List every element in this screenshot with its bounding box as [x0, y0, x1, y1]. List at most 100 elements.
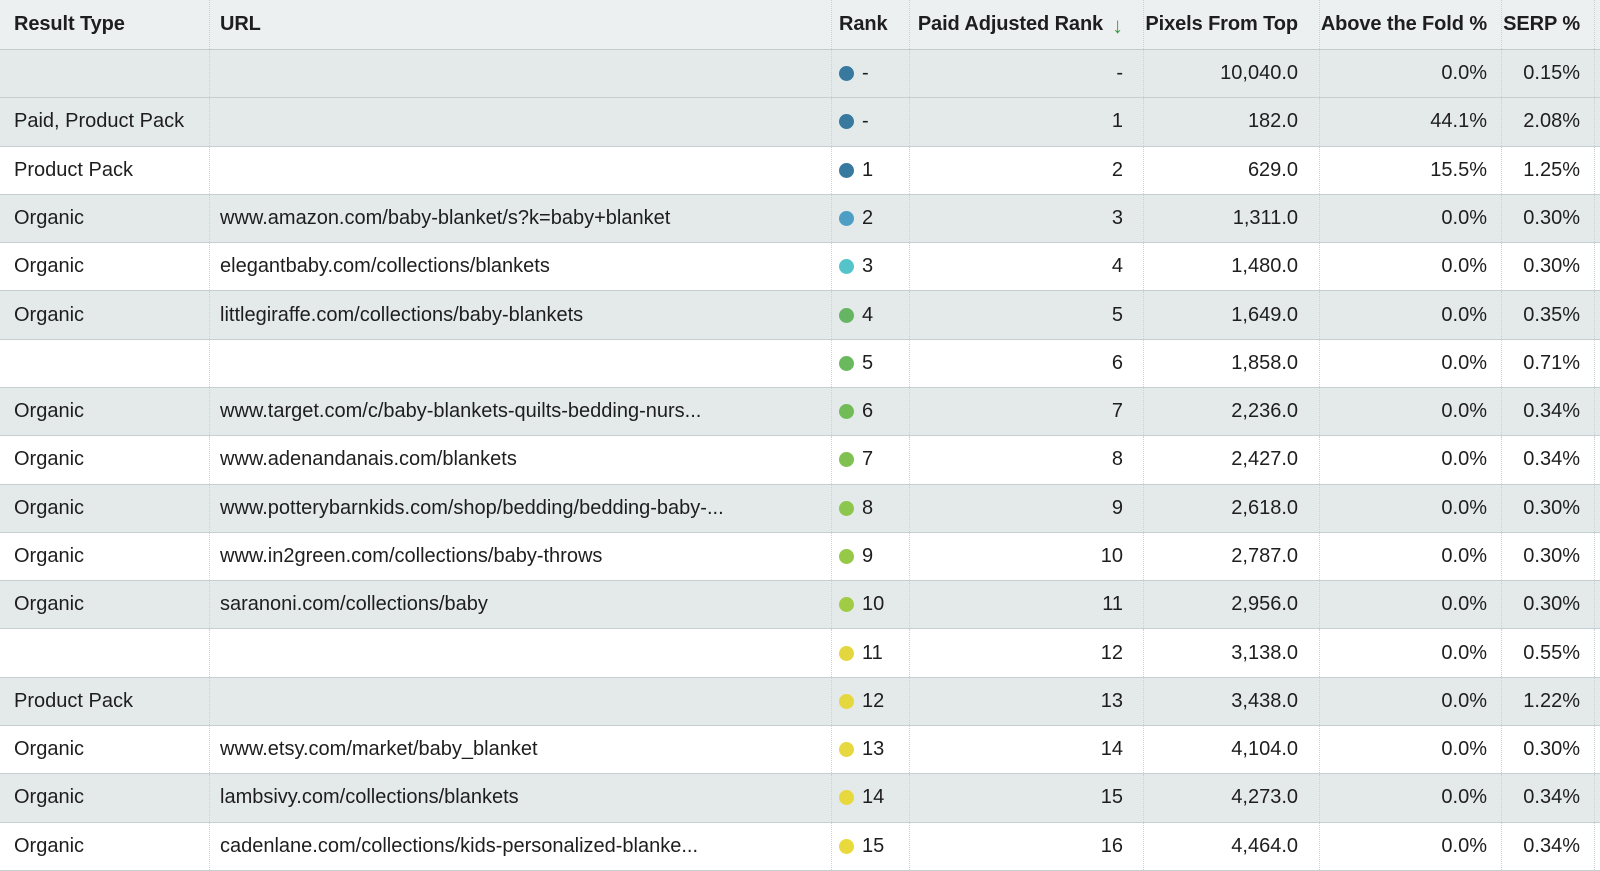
rank-color-dot-icon — [839, 452, 854, 468]
rank-color-dot-icon — [839, 742, 854, 758]
rank-cell: 7 — [831, 436, 909, 484]
url-cell: www.etsy.com/market/baby_blanket — [209, 725, 831, 774]
paid-adjusted-rank-cell: 1 — [909, 98, 1143, 146]
result-type-cell — [0, 340, 209, 387]
paid-adjusted-rank-cell: 16 — [909, 822, 1143, 870]
paid-adjusted-rank-cell: - — [909, 50, 1143, 98]
col-header-serp-percent[interactable]: SERP % — [1501, 0, 1600, 49]
paid-adjusted-rank-cell: 14 — [909, 725, 1143, 774]
serp-percent-cell: 0.34% — [1501, 436, 1600, 484]
col-header-paid-adjusted-rank[interactable]: Paid Adjusted Rank ↓ — [909, 0, 1143, 49]
table-row[interactable]: Organic www.potterybarnkids.com/shop/bed… — [0, 484, 1600, 533]
above-the-fold-cell: 0.0% — [1319, 774, 1501, 822]
paid-adjusted-rank-cell: 2 — [909, 146, 1143, 194]
url-cell: www.in2green.com/collections/baby-throws — [209, 532, 831, 581]
serp-percent-cell: 0.30% — [1501, 194, 1600, 243]
sort-descending-arrow-icon[interactable]: ↓ — [1112, 12, 1123, 38]
rank-value: - — [862, 62, 869, 85]
table-row[interactable]: Paid, Product Pack - 1 182.0 44.1% 2.08% — [0, 98, 1600, 147]
paid-adjusted-rank-cell: 12 — [909, 629, 1143, 677]
url-cell: elegantbaby.com/collections/blankets — [209, 243, 831, 291]
rank-color-dot-icon — [839, 500, 854, 516]
rank-value: 15 — [862, 834, 885, 857]
result-type-cell: Product Pack — [14, 689, 133, 712]
table-row[interactable]: Organic saranoni.com/collections/baby 10… — [0, 581, 1600, 630]
serp-percent-cell: 0.30% — [1501, 581, 1600, 629]
rank-value: 13 — [862, 738, 885, 761]
rank-cell: 12 — [831, 677, 909, 725]
table-row[interactable]: Organic www.target.com/c/baby-blankets-q… — [0, 387, 1600, 437]
rank-cell: 14 — [831, 774, 909, 822]
serp-percent-cell: 0.30% — [1501, 484, 1600, 532]
above-the-fold-cell: 0.0% — [1319, 629, 1501, 677]
rank-value: 11 — [862, 641, 883, 664]
result-type-cell: Product Pack — [14, 158, 133, 181]
paid-adjusted-rank-cell: 13 — [909, 677, 1143, 725]
table-row[interactable]: Organic www.amazon.com/baby-blanket/s?k=… — [0, 194, 1600, 244]
table-row[interactable]: Product Pack 12 13 3,438.0 0.0% 1.22% — [0, 677, 1600, 726]
result-type-cell: Organic — [14, 206, 85, 229]
paid-adjusted-rank-cell: 6 — [909, 339, 1143, 387]
url-cell — [209, 677, 831, 725]
url-cell: littlegiraffe.com/collections/baby-blank… — [209, 291, 831, 339]
rank-cell: 8 — [831, 484, 909, 532]
pixels-from-top-cell: 3,138.0 — [1143, 629, 1319, 677]
table-row[interactable]: Organic lambsivy.com/collections/blanket… — [0, 774, 1600, 823]
pixels-from-top-cell: 1,311.0 — [1143, 194, 1319, 243]
table-row[interactable]: 11 12 3,138.0 0.0% 0.55% — [0, 629, 1600, 678]
serp-percent-cell: 0.71% — [1501, 339, 1600, 387]
table-row[interactable]: Organic www.in2green.com/collections/bab… — [0, 532, 1600, 582]
col-header-pixels-from-top[interactable]: Pixels From Top — [1143, 0, 1319, 49]
table-row[interactable]: Organic cadenlane.com/collections/kids-p… — [0, 822, 1600, 871]
table-row[interactable]: - - 10,040.0 0.0% 0.15% — [0, 50, 1600, 99]
url-cell — [209, 339, 831, 387]
rank-value: 10 — [862, 593, 885, 616]
col-header-above-the-fold[interactable]: Above the Fold % — [1319, 0, 1501, 49]
serp-percent-cell: 0.30% — [1501, 532, 1600, 581]
result-type-cell: Organic — [14, 303, 85, 326]
serp-percent-cell: 0.15% — [1501, 50, 1600, 98]
result-type-cell: Organic — [14, 496, 85, 519]
url-cell: www.amazon.com/baby-blanket/s?k=baby+bla… — [209, 194, 831, 243]
rank-cell: 13 — [831, 725, 909, 774]
rank-color-dot-icon — [839, 259, 854, 275]
result-type-cell — [0, 629, 209, 676]
table-row[interactable]: Product Pack 1 2 629.0 15.5% 1.25% — [0, 146, 1600, 195]
pixels-from-top-cell: 3,438.0 — [1143, 677, 1319, 725]
table-row[interactable]: Organic elegantbaby.com/collections/blan… — [0, 243, 1600, 292]
rank-value: 4 — [862, 303, 874, 326]
table-row[interactable]: Organic littlegiraffe.com/collections/ba… — [0, 291, 1600, 340]
paid-adjusted-rank-cell: 10 — [909, 532, 1143, 581]
table-row[interactable]: Organic www.etsy.com/market/baby_blanket… — [0, 725, 1600, 775]
above-the-fold-cell: 0.0% — [1319, 677, 1501, 725]
result-type-cell: Organic — [14, 738, 85, 761]
paid-adjusted-rank-cell: 8 — [909, 436, 1143, 484]
result-type-cell: Paid, Product Pack — [14, 110, 185, 133]
rank-color-dot-icon — [839, 790, 854, 806]
pixels-from-top-cell: 182.0 — [1143, 98, 1319, 146]
pixels-from-top-cell: 2,236.0 — [1143, 387, 1319, 436]
above-the-fold-cell: 0.0% — [1319, 532, 1501, 581]
url-cell: www.adenandanais.com/blankets — [209, 436, 831, 484]
table-row[interactable]: Organic www.adenandanais.com/blankets 7 … — [0, 436, 1600, 485]
pixels-from-top-cell: 4,104.0 — [1143, 725, 1319, 774]
above-the-fold-cell: 0.0% — [1319, 484, 1501, 532]
above-the-fold-cell: 0.0% — [1319, 725, 1501, 774]
paid-adjusted-rank-cell: 4 — [909, 243, 1143, 291]
rank-color-dot-icon — [839, 355, 854, 371]
serp-percent-cell: 0.34% — [1501, 774, 1600, 822]
col-header-result-type[interactable]: Result Type — [14, 13, 125, 35]
rank-cell: 4 — [831, 291, 909, 339]
table-row[interactable]: 5 6 1,858.0 0.0% 0.71% — [0, 339, 1600, 388]
col-header-rank[interactable]: Rank — [831, 0, 909, 49]
pixels-from-top-cell: 10,040.0 — [1143, 50, 1319, 98]
pixels-from-top-cell: 1,480.0 — [1143, 243, 1319, 291]
paid-adjusted-rank-cell: 11 — [909, 581, 1143, 629]
rank-color-dot-icon — [839, 307, 854, 323]
pixels-from-top-cell: 2,956.0 — [1143, 581, 1319, 629]
rank-cell: 3 — [831, 243, 909, 291]
paid-adjusted-rank-cell: 5 — [909, 291, 1143, 339]
result-type-cell: Organic — [14, 448, 85, 471]
col-header-url[interactable]: URL — [209, 0, 831, 49]
